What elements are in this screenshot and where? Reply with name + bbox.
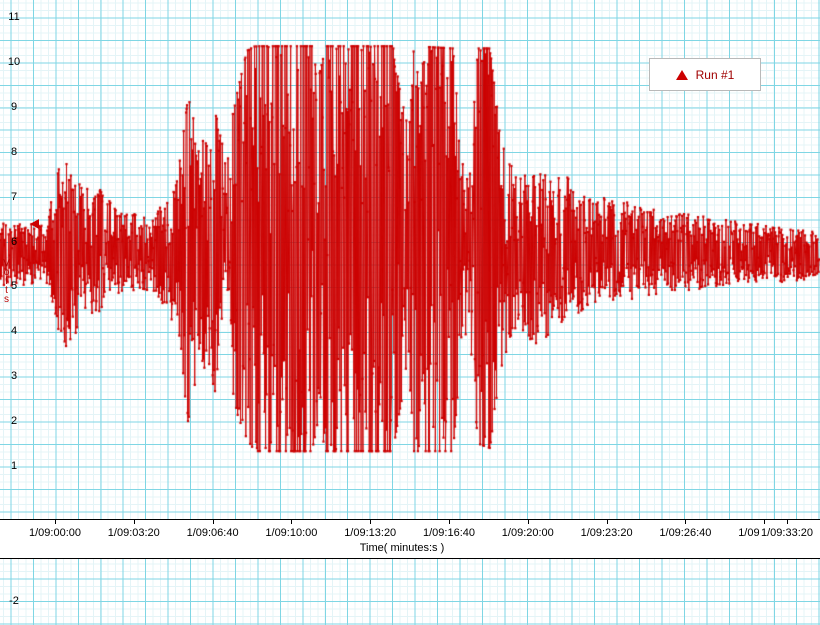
x-axis-title: Time( minutes:s ) [359,542,445,554]
x-tick-mark [787,520,788,524]
x-tick-mark [606,520,608,524]
channel-position-marker-icon[interactable] [30,218,39,229]
x-tick-label: 1/09:13:20 [343,527,398,539]
x-tick-mark [212,520,214,524]
x-tick-label: 1/09:06:40 [185,527,240,539]
x-tick-label: 1/09:20:00 [500,527,555,539]
x-tick-label: 1/09:23:20 [579,527,634,539]
x-tick-mark [133,520,135,524]
legend[interactable]: Run #1 [649,58,761,91]
x-tick-label: 1/09:10:00 [264,527,319,539]
x-tick-mark [685,520,687,524]
legend-label: Run #1 [695,67,735,82]
x-tick-label: 1/09:03:20 [106,527,161,539]
x-tick-label: 1/09:33:20 [760,527,814,539]
x-tick-mark [55,520,56,524]
x-tick-mark [764,520,766,524]
x-tick-label: 1/09:26:40 [658,527,713,539]
x-tick-mark [449,520,450,524]
legend-triangle-icon [675,69,688,80]
x-tick-mark [370,520,372,524]
x-axis-band: Time( minutes:s ) 1/09:00:00 1/09:03:20 1/… [0,519,820,559]
x-tick-mark [527,520,529,524]
x-tick-label: 1/09:00:00 [28,527,82,539]
x-tick-label: 1/09:16:40 [422,527,476,539]
x-tick-mark [291,520,293,524]
y-axis-title: Volts [1,258,12,303]
